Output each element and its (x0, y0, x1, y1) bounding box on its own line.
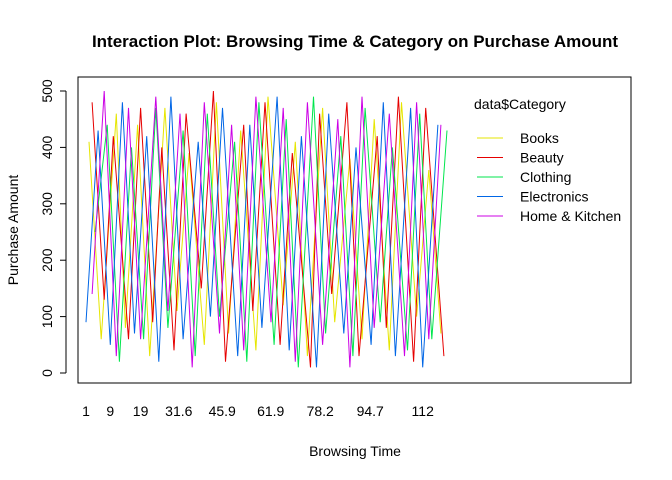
y-axis-label: Purchase Amount (5, 175, 21, 286)
legend-entry-label: Home & Kitchen (520, 208, 621, 224)
y-tick-label: 200 (39, 248, 55, 272)
x-axis-label: Browsing Time (309, 443, 401, 459)
series-line (91, 90, 442, 368)
plot-frame (77, 76, 632, 384)
x-tick-label: 9 (106, 403, 114, 419)
series-line (85, 96, 439, 368)
chart-title: Interaction Plot: Browsing Time & Catego… (92, 32, 618, 51)
series-electronics (85, 96, 439, 368)
y-tick-label: 300 (39, 192, 55, 216)
legend-entry-label: Electronics (520, 189, 588, 205)
series-clothing (94, 96, 448, 368)
y-tick-label: 400 (39, 136, 55, 160)
x-tick-label: 112 (412, 403, 435, 419)
legend: data$Category Books Beauty Clothing Electron… (474, 96, 621, 224)
legend-entry-label: Books (520, 130, 559, 146)
y-tick-label: 100 (39, 305, 55, 329)
x-tick-label: 31.6 (165, 403, 192, 419)
series-line (91, 90, 445, 368)
y-tick-label: 0 (39, 369, 55, 377)
y-tick-label: 500 (39, 79, 55, 103)
legend-title: data$Category (474, 96, 566, 112)
x-tick-label: 78.2 (307, 403, 334, 419)
x-tick-label: 61.9 (257, 403, 284, 419)
legend-entry-label: Clothing (520, 169, 571, 185)
series-beauty (91, 90, 445, 368)
x-tick-label: 19 (133, 403, 149, 419)
legend-entry-label: Beauty (520, 150, 564, 166)
y-axis: 0 100 200 300 400 500 (39, 79, 67, 377)
x-tick-label: 45.9 (209, 403, 236, 419)
series-layer (85, 90, 448, 368)
series-home-kitchen (91, 90, 442, 368)
x-axis: 1 9 19 31.6 45.9 61.9 78.2 94.7 112 (82, 403, 434, 419)
x-tick-label: 94.7 (357, 403, 384, 419)
series-line (94, 96, 448, 368)
x-tick-label: 1 (82, 403, 90, 419)
